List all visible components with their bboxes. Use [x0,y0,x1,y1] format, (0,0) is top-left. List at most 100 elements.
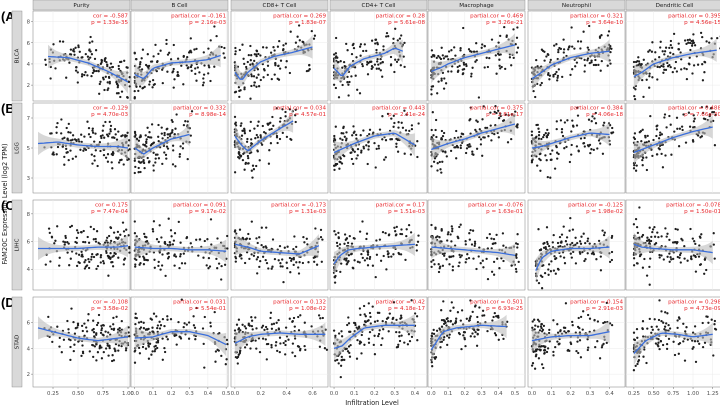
data-point [247,53,250,57]
data-point [502,119,506,122]
data-point [556,340,559,343]
y-tick-label: 8 [27,212,31,218]
data-point [632,167,636,170]
data-point [476,332,479,336]
data-point [128,148,131,151]
data-point [441,264,445,267]
data-point [382,254,385,258]
data-point [546,240,549,244]
data-point [113,128,117,131]
data-point [586,239,589,243]
data-point [80,250,83,253]
data-point [108,66,111,69]
x-tick-label: 0.3 [586,391,595,397]
y-tick-label: 8 [27,20,31,26]
data-point [646,236,649,239]
data-point [182,55,185,58]
data-point [99,331,103,335]
data-point [561,134,565,138]
data-point [506,320,509,323]
data-point [583,136,586,140]
data-point [408,339,412,343]
data-point [94,149,97,152]
data-point [594,58,597,62]
data-point [164,153,168,157]
data-point [179,241,182,244]
data-point [256,68,260,71]
data-point [355,326,358,329]
data-point [355,56,358,59]
data-point [597,239,601,243]
data-point [83,135,86,138]
data-point [214,360,217,363]
data-point [553,255,556,258]
data-point [167,217,170,220]
data-point [362,145,365,148]
data-point [510,64,513,67]
data-point [657,235,660,239]
data-point [579,356,583,359]
data-point [381,319,384,323]
data-point [144,134,147,137]
data-point [407,333,411,336]
data-point [635,164,638,167]
data-point [510,264,513,267]
data-point [167,252,170,255]
data-point [241,236,244,240]
data-point [68,53,72,56]
data-point [185,236,188,240]
data-point [650,331,653,334]
data-point [559,245,562,248]
data-point [430,361,433,364]
data-point [676,319,679,322]
data-point [84,259,87,262]
data-point [108,120,111,124]
data-point [571,241,574,245]
data-point [607,30,611,33]
data-point [58,264,61,267]
confidence-band [431,314,507,362]
data-point [543,271,547,275]
data-point [537,134,541,137]
data-point [163,241,166,245]
y-tick-label: 3 [27,176,30,182]
data-point [266,73,269,77]
data-point [588,24,591,28]
data-point [360,333,363,337]
data-point [659,339,662,343]
data-point [445,258,448,261]
data-point [342,132,345,135]
data-point [147,357,151,360]
data-point [248,237,251,241]
data-point [106,63,109,66]
data-point [296,345,300,348]
data-point [365,257,369,260]
data-point [52,153,55,156]
data-point [442,131,446,135]
data-point [556,74,560,78]
data-point [701,111,705,115]
data-point [677,42,680,45]
data-point [477,328,480,332]
data-point [692,140,695,143]
data-point [183,262,187,265]
data-point [701,321,704,325]
data-point [705,40,708,43]
data-point [249,59,252,62]
data-point [693,254,697,258]
data-point [251,164,255,167]
x-tick-label: 0.1 [149,391,158,397]
data-point [95,267,98,271]
fit-line [430,324,507,351]
data-point [66,138,69,141]
data-point [468,238,471,241]
data-point [166,243,169,247]
data-point [133,52,136,55]
data-point [400,228,403,231]
data-point [660,235,663,238]
data-point [91,329,94,332]
